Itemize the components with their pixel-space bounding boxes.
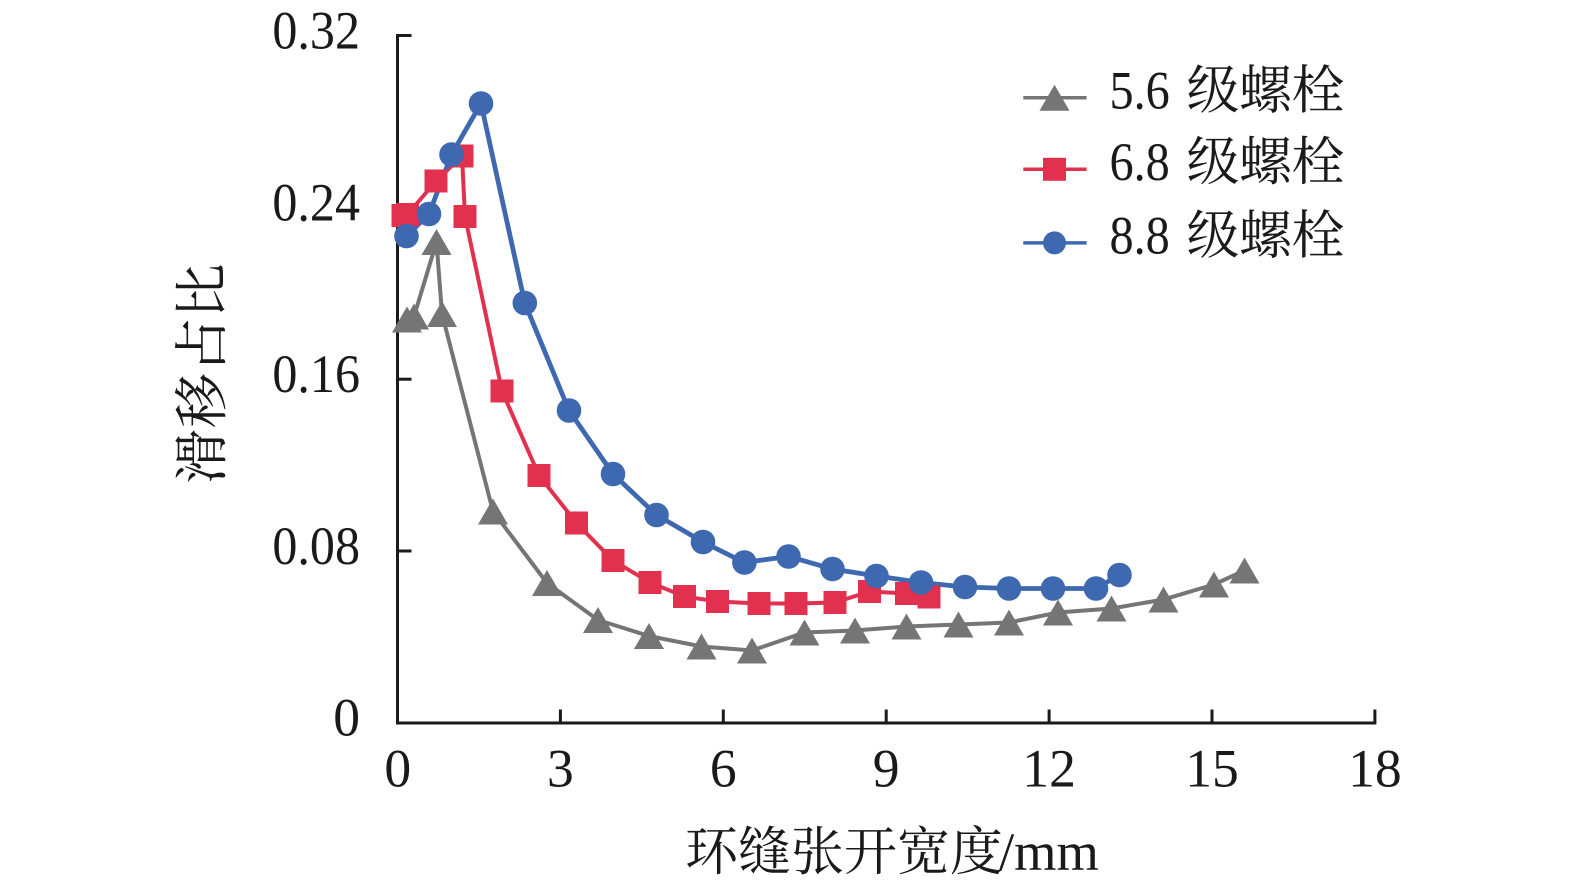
svg-text:18: 18 bbox=[1348, 738, 1402, 799]
svg-text:0.32: 0.32 bbox=[272, 0, 360, 61]
svg-text:15: 15 bbox=[1185, 738, 1239, 799]
svg-text:12: 12 bbox=[1022, 738, 1076, 799]
svg-text:3: 3 bbox=[547, 738, 574, 799]
svg-text:/mm: /mm bbox=[999, 821, 1099, 882]
svg-text:0: 0 bbox=[384, 738, 411, 799]
svg-text:6.8: 6.8 bbox=[1110, 131, 1170, 192]
svg-text:9: 9 bbox=[873, 738, 900, 799]
svg-text:0.16: 0.16 bbox=[272, 343, 360, 404]
svg-text:5.6: 5.6 bbox=[1110, 60, 1170, 121]
svg-text:8.8: 8.8 bbox=[1110, 205, 1170, 266]
svg-text:0: 0 bbox=[333, 687, 360, 748]
svg-text:6: 6 bbox=[710, 738, 737, 799]
svg-text:0.08: 0.08 bbox=[272, 515, 360, 576]
svg-text:0.24: 0.24 bbox=[272, 171, 360, 232]
